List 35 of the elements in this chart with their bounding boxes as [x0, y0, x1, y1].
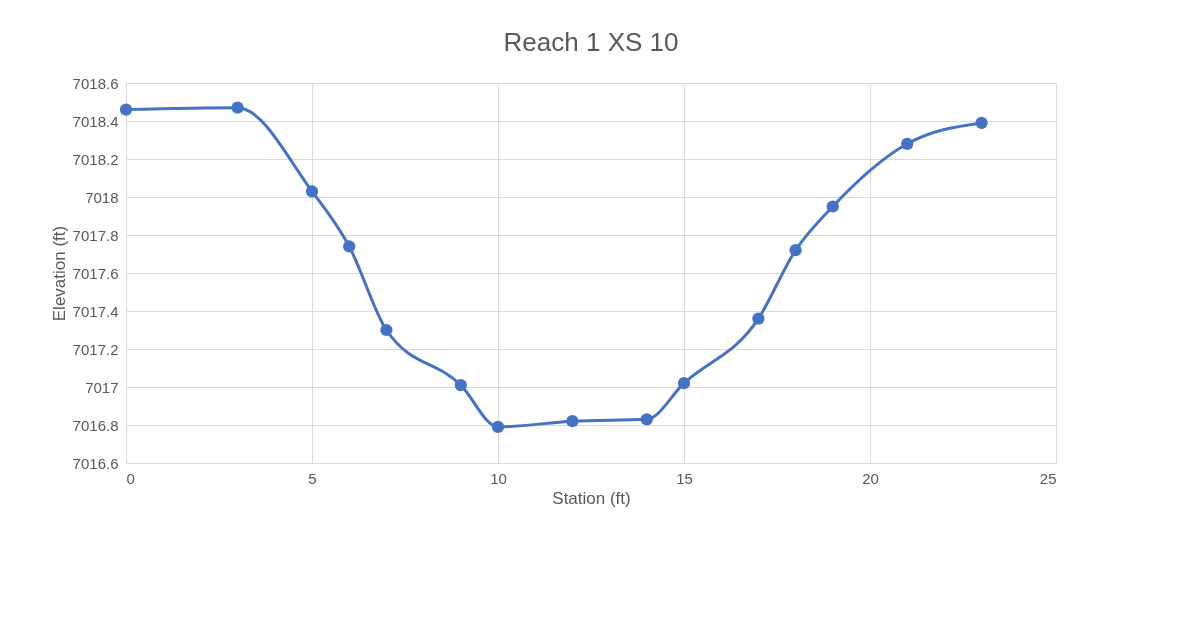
- point: [491, 420, 505, 434]
- point: [789, 244, 802, 257]
- y-tick-label: 7017.4: [72, 302, 119, 320]
- point: [640, 413, 653, 426]
- point: [901, 137, 914, 150]
- x-tick-label: 0: [126, 469, 135, 487]
- point: [231, 101, 244, 114]
- y-tick-label: 7018.2: [72, 150, 119, 168]
- point: [305, 185, 319, 198]
- point: [343, 240, 356, 253]
- y-tick-label: 7017: [85, 378, 119, 396]
- point: [975, 116, 988, 130]
- y-tick-label: 7017.6: [72, 264, 119, 282]
- point: [566, 415, 579, 428]
- y-tick-label: 7017.2: [72, 340, 119, 358]
- point: [380, 323, 393, 337]
- y-tick-label: 7018.6: [72, 74, 119, 92]
- point: [752, 312, 765, 325]
- x-tick-label: 20: [862, 469, 879, 487]
- point: [677, 377, 691, 390]
- x-axis-title: Station (ft): [552, 488, 631, 508]
- y-tick-label: 7018.4: [72, 112, 119, 130]
- point: [826, 200, 839, 213]
- y-tick-label: 7017.8: [72, 226, 119, 244]
- y-tick-label: 7018: [85, 188, 119, 206]
- x-tick-label: 5: [308, 469, 317, 487]
- point: [454, 378, 467, 392]
- x-tick-label: 25: [1039, 469, 1057, 487]
- point: [119, 103, 133, 116]
- x-tick-label: 10: [490, 469, 507, 487]
- y-tick-label: 7016.6: [72, 454, 119, 472]
- x-tick-label: 15: [676, 469, 693, 487]
- chart-title: Reach 1 XS 10: [503, 27, 679, 57]
- y-tick-label: 7016.8: [72, 416, 119, 434]
- y-axis-title: Elevation (ft): [49, 225, 69, 322]
